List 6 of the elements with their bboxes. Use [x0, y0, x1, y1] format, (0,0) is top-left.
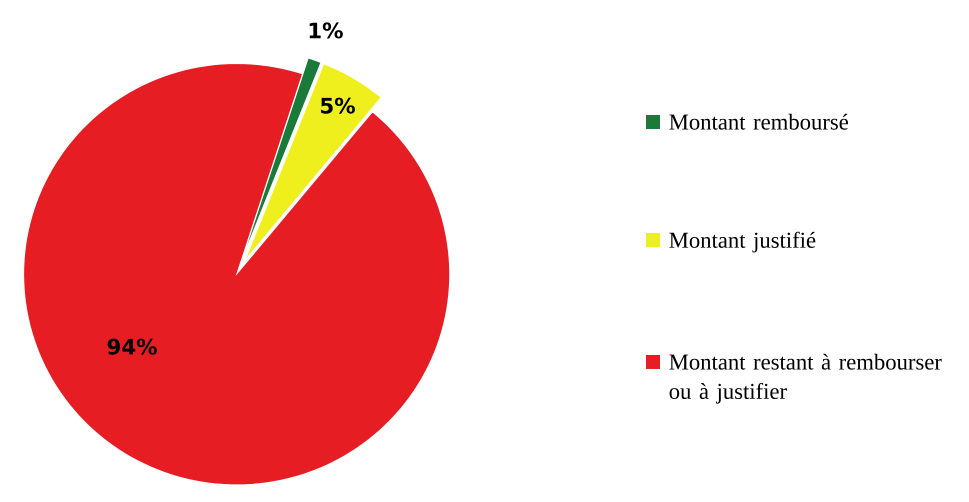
legend-label: Montant justifié — [669, 232, 816, 252]
legend-label: Montant remboursé — [669, 114, 848, 130]
legend-label: Montant restant à rembourser ou à justifier — [669, 354, 942, 404]
data-label: 5% — [321, 98, 355, 114]
data-label: 1% — [310, 22, 343, 39]
data-label: 94% — [108, 338, 157, 355]
